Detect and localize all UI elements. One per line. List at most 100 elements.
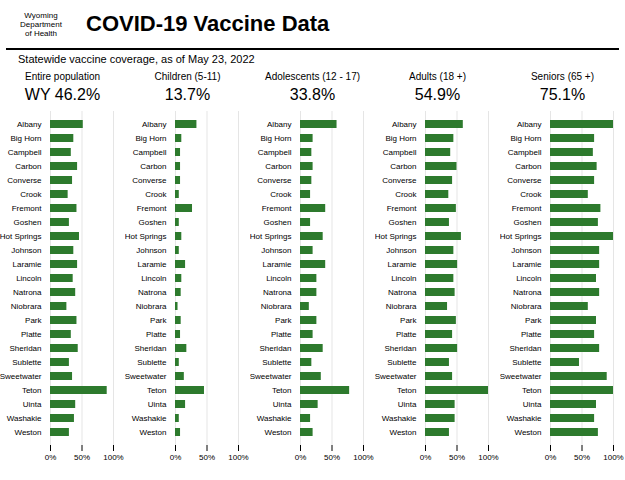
svg-text:Weston: Weston bbox=[515, 428, 542, 437]
svg-text:Sheridan: Sheridan bbox=[384, 344, 416, 353]
svg-text:100%: 100% bbox=[353, 453, 373, 462]
svg-text:Sweetwater: Sweetwater bbox=[125, 372, 167, 381]
svg-text:Fremont: Fremont bbox=[12, 204, 43, 213]
svg-text:Big Horn: Big Horn bbox=[260, 134, 291, 143]
svg-text:Sublette: Sublette bbox=[512, 358, 542, 367]
svg-text:50%: 50% bbox=[199, 453, 215, 462]
svg-text:Natrona: Natrona bbox=[263, 288, 292, 297]
svg-text:Niobrara: Niobrara bbox=[386, 302, 417, 311]
svg-text:Washakie: Washakie bbox=[7, 414, 42, 423]
svg-text:Sweetwater: Sweetwater bbox=[250, 372, 292, 381]
svg-text:Big Horn: Big Horn bbox=[510, 134, 541, 143]
svg-text:Fremont: Fremont bbox=[262, 204, 293, 213]
svg-text:Teton: Teton bbox=[22, 386, 42, 395]
svg-text:Hot Springs: Hot Springs bbox=[250, 232, 292, 241]
svg-text:Sheridan: Sheridan bbox=[134, 344, 166, 353]
svg-text:0%: 0% bbox=[545, 453, 557, 462]
svg-text:Goshen: Goshen bbox=[138, 218, 166, 227]
svg-text:Fremont: Fremont bbox=[137, 204, 168, 213]
svg-text:Teton: Teton bbox=[522, 386, 542, 395]
svg-text:Natrona: Natrona bbox=[388, 288, 417, 297]
svg-text:Weston: Weston bbox=[15, 428, 42, 437]
svg-text:Natrona: Natrona bbox=[13, 288, 42, 297]
svg-text:0%: 0% bbox=[420, 453, 432, 462]
svg-text:Fremont: Fremont bbox=[512, 204, 543, 213]
svg-text:50%: 50% bbox=[449, 453, 465, 462]
svg-text:Crook: Crook bbox=[145, 190, 167, 199]
svg-text:Park: Park bbox=[25, 316, 42, 325]
svg-text:Uinta: Uinta bbox=[23, 400, 42, 409]
svg-text:Crook: Crook bbox=[395, 190, 417, 199]
svg-text:0%: 0% bbox=[295, 453, 307, 462]
svg-text:Niobrara: Niobrara bbox=[11, 302, 42, 311]
svg-text:Albany: Albany bbox=[392, 120, 416, 129]
svg-text:Niobrara: Niobrara bbox=[511, 302, 542, 311]
svg-text:Sweetwater: Sweetwater bbox=[500, 372, 542, 381]
svg-text:100%: 100% bbox=[478, 453, 498, 462]
svg-text:Lincoln: Lincoln bbox=[391, 274, 416, 283]
svg-text:Campbell: Campbell bbox=[8, 148, 42, 157]
svg-text:0%: 0% bbox=[45, 453, 57, 462]
svg-text:Sweetwater: Sweetwater bbox=[375, 372, 417, 381]
svg-text:100%: 100% bbox=[103, 453, 123, 462]
svg-text:50%: 50% bbox=[574, 453, 590, 462]
svg-text:Laramie: Laramie bbox=[388, 260, 417, 269]
svg-text:Albany: Albany bbox=[267, 120, 291, 129]
svg-text:Campbell: Campbell bbox=[383, 148, 417, 157]
svg-text:Goshen: Goshen bbox=[388, 218, 416, 227]
svg-text:Washakie: Washakie bbox=[257, 414, 292, 423]
svg-text:Johnson: Johnson bbox=[136, 246, 166, 255]
svg-text:Campbell: Campbell bbox=[133, 148, 167, 157]
svg-text:Lincoln: Lincoln bbox=[16, 274, 41, 283]
svg-text:Uinta: Uinta bbox=[398, 400, 417, 409]
svg-text:Carbon: Carbon bbox=[265, 162, 291, 171]
svg-text:Hot Springs: Hot Springs bbox=[0, 232, 42, 241]
svg-text:Big Horn: Big Horn bbox=[385, 134, 416, 143]
svg-text:100%: 100% bbox=[228, 453, 248, 462]
svg-text:Sublette: Sublette bbox=[137, 358, 167, 367]
svg-text:Johnson: Johnson bbox=[261, 246, 291, 255]
svg-text:Teton: Teton bbox=[272, 386, 292, 395]
svg-text:Albany: Albany bbox=[517, 120, 541, 129]
svg-text:Natrona: Natrona bbox=[138, 288, 167, 297]
svg-text:Uinta: Uinta bbox=[523, 400, 542, 409]
svg-text:Park: Park bbox=[525, 316, 542, 325]
svg-text:Park: Park bbox=[275, 316, 292, 325]
svg-text:Campbell: Campbell bbox=[508, 148, 542, 157]
svg-text:Sheridan: Sheridan bbox=[9, 344, 41, 353]
svg-text:Big Horn: Big Horn bbox=[135, 134, 166, 143]
svg-text:Lincoln: Lincoln bbox=[141, 274, 166, 283]
svg-text:Uinta: Uinta bbox=[273, 400, 292, 409]
svg-text:Uinta: Uinta bbox=[148, 400, 167, 409]
svg-text:Weston: Weston bbox=[390, 428, 417, 437]
svg-text:Platte: Platte bbox=[271, 330, 292, 339]
svg-text:Washakie: Washakie bbox=[132, 414, 167, 423]
svg-text:Converse: Converse bbox=[382, 176, 417, 185]
svg-text:Sheridan: Sheridan bbox=[509, 344, 541, 353]
svg-text:Platte: Platte bbox=[396, 330, 417, 339]
svg-text:Teton: Teton bbox=[397, 386, 417, 395]
svg-text:50%: 50% bbox=[324, 453, 340, 462]
svg-text:Sublette: Sublette bbox=[262, 358, 292, 367]
svg-text:Converse: Converse bbox=[257, 176, 292, 185]
svg-text:Natrona: Natrona bbox=[513, 288, 542, 297]
svg-text:Weston: Weston bbox=[140, 428, 167, 437]
svg-text:Hot Springs: Hot Springs bbox=[500, 232, 542, 241]
svg-text:Platte: Platte bbox=[21, 330, 42, 339]
svg-text:Weston: Weston bbox=[265, 428, 292, 437]
svg-text:Converse: Converse bbox=[507, 176, 542, 185]
svg-text:Carbon: Carbon bbox=[515, 162, 541, 171]
svg-text:Platte: Platte bbox=[146, 330, 167, 339]
svg-text:Johnson: Johnson bbox=[11, 246, 41, 255]
svg-text:Crook: Crook bbox=[270, 190, 292, 199]
svg-text:Albany: Albany bbox=[17, 120, 41, 129]
svg-text:Goshen: Goshen bbox=[13, 218, 41, 227]
svg-text:Teton: Teton bbox=[147, 386, 167, 395]
svg-text:Lincoln: Lincoln bbox=[266, 274, 291, 283]
svg-text:Fremont: Fremont bbox=[387, 204, 418, 213]
svg-text:Hot Springs: Hot Springs bbox=[375, 232, 417, 241]
svg-text:Goshen: Goshen bbox=[513, 218, 541, 227]
svg-text:100%: 100% bbox=[603, 453, 623, 462]
svg-text:Laramie: Laramie bbox=[13, 260, 42, 269]
svg-text:Sublette: Sublette bbox=[387, 358, 417, 367]
